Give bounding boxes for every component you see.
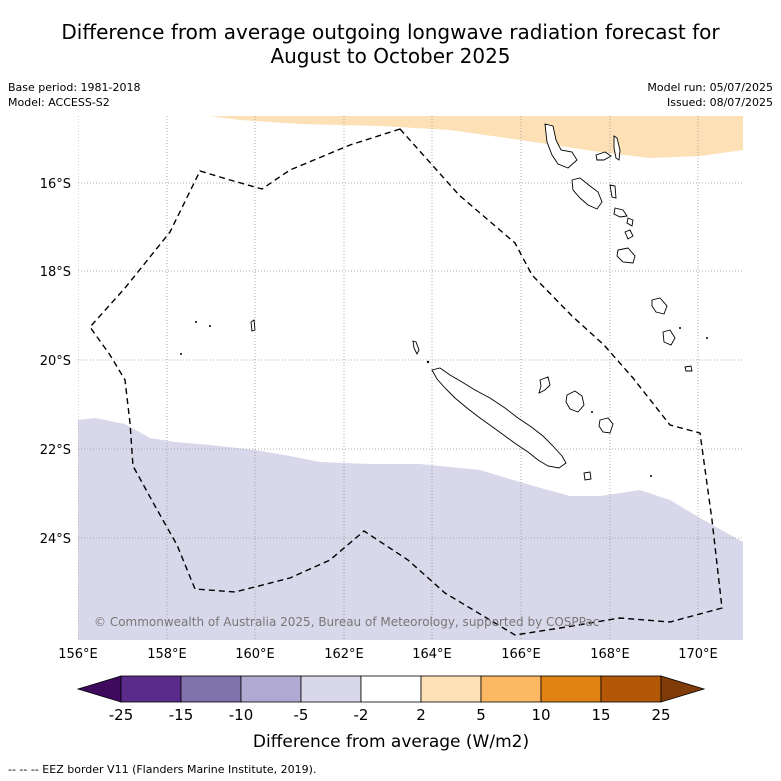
islet-5 (706, 337, 708, 339)
small-islets (180, 321, 708, 477)
colorbar-label-10: 25 (651, 706, 670, 724)
islet-7 (650, 475, 652, 477)
coastline-hunter (662, 329, 676, 346)
coastline-efate (624, 229, 634, 240)
positive-anomaly-region (210, 116, 743, 158)
issued-text: Issued: 08/07/2025 (666, 96, 773, 109)
coastlines (250, 123, 693, 481)
lon-label-164E: 164°E (412, 647, 452, 662)
base-period-text: Base period: 1981-2018 (8, 81, 141, 94)
coastline-epi (613, 207, 628, 218)
lat-labels: 16°S 18°S 20°S 22°S 24°S (40, 177, 71, 547)
coastline-walpole (684, 365, 693, 372)
copyright-text: © Commonwealth of Australia 2025, Bureau… (94, 615, 599, 629)
colorbar: -25 -15 -10 -5 -2 2 5 10 15 25 Differenc… (76, 675, 706, 752)
lon-labels: 156°E 158°E 160°E 162°E 164°E 166°E 168°… (58, 647, 718, 662)
colorbar-segment-7 (480, 675, 542, 703)
colorbar-label-2: -15 (169, 706, 194, 724)
colorbar-title: Difference from average (W/m2) (253, 732, 529, 752)
islet-6 (591, 411, 593, 413)
grid-lines (78, 116, 743, 640)
coastline-matthew (651, 297, 668, 315)
colorbar-segment-9 (600, 675, 662, 703)
coastline-new-caledonia (431, 367, 567, 469)
colorbar-label-3: -10 (229, 706, 254, 724)
islet-3 (180, 353, 182, 355)
model-run-text: Model run: 05/07/2025 (647, 81, 773, 94)
coastline-maewo (613, 135, 621, 161)
coastline-belep (412, 340, 420, 356)
title-line-1: Difference from average outgoing longwav… (61, 20, 720, 44)
lon-label-166E: 166°E (501, 647, 541, 662)
chart-title: Difference from average outgoing longwav… (0, 20, 781, 68)
lat-label-22S: 22°S (40, 443, 71, 458)
coastline-erromango (616, 247, 636, 264)
coastline-isle-of-pines (583, 471, 592, 481)
coastline-chesterfield (250, 319, 256, 332)
coastline-pentecost (609, 184, 617, 199)
lon-label-170E: 170°E (678, 647, 718, 662)
colorbar-segment-5 (360, 675, 422, 703)
coastline-ambae (595, 151, 612, 161)
colorbar-label-5: -2 (354, 706, 369, 724)
lon-label-156E: 156°E (58, 647, 98, 662)
title-line-2: August to October 2025 (270, 44, 511, 68)
colorbar-arrow-high (660, 675, 706, 703)
islet-8 (426, 360, 430, 364)
colorbar-segment-6 (420, 675, 482, 703)
coastline-ouvea (538, 376, 551, 394)
islet-1 (195, 321, 197, 323)
lon-label-158E: 158°E (147, 647, 187, 662)
lon-label-160E: 160°E (235, 647, 275, 662)
colorbar-segment-8 (540, 675, 602, 703)
colorbar-segment-4 (300, 675, 362, 703)
eez-border (89, 128, 723, 636)
colorbar-segment-2 (180, 675, 242, 703)
coastline-shepherd (626, 217, 634, 227)
lat-label-24S: 24°S (40, 532, 71, 547)
lat-label-20S: 20°S (40, 354, 71, 369)
negative-anomaly-region (78, 418, 743, 640)
lon-label-168E: 168°E (590, 647, 630, 662)
coastline-malakula (571, 177, 603, 210)
islet-4 (679, 327, 681, 329)
lat-label-16S: 16°S (40, 177, 71, 192)
lat-label-18S: 18°S (40, 265, 71, 280)
colorbar-arrow-low (76, 675, 122, 703)
colorbar-label-7: 5 (476, 706, 486, 724)
lon-label-162E: 162°E (324, 647, 364, 662)
colorbar-segment-3 (240, 675, 302, 703)
map-area: © Commonwealth of Australia 2025, Bureau… (78, 116, 743, 640)
model-text: Model: ACCESS-S2 (8, 96, 110, 109)
meta-right: Model run: 05/07/2025 Issued: 08/07/2025 (647, 80, 773, 110)
coastline-mare (598, 417, 614, 434)
colorbar-label-9: 15 (591, 706, 610, 724)
colorbar-label-1: -25 (109, 706, 134, 724)
colorbar-segment-1 (120, 675, 182, 703)
colorbar-label-8: 10 (531, 706, 550, 724)
meta-left: Base period: 1981-2018 Model: ACCESS-S2 (8, 80, 140, 110)
eez-footnote: -- -- -- EEZ border V11 (Flanders Marine… (8, 763, 317, 776)
islet-2 (209, 325, 211, 327)
coastline-espiritu-santo (544, 123, 578, 169)
colorbar-label-4: -5 (294, 706, 309, 724)
coastline-lifou (565, 390, 585, 413)
colorbar-label-6: 2 (416, 706, 426, 724)
